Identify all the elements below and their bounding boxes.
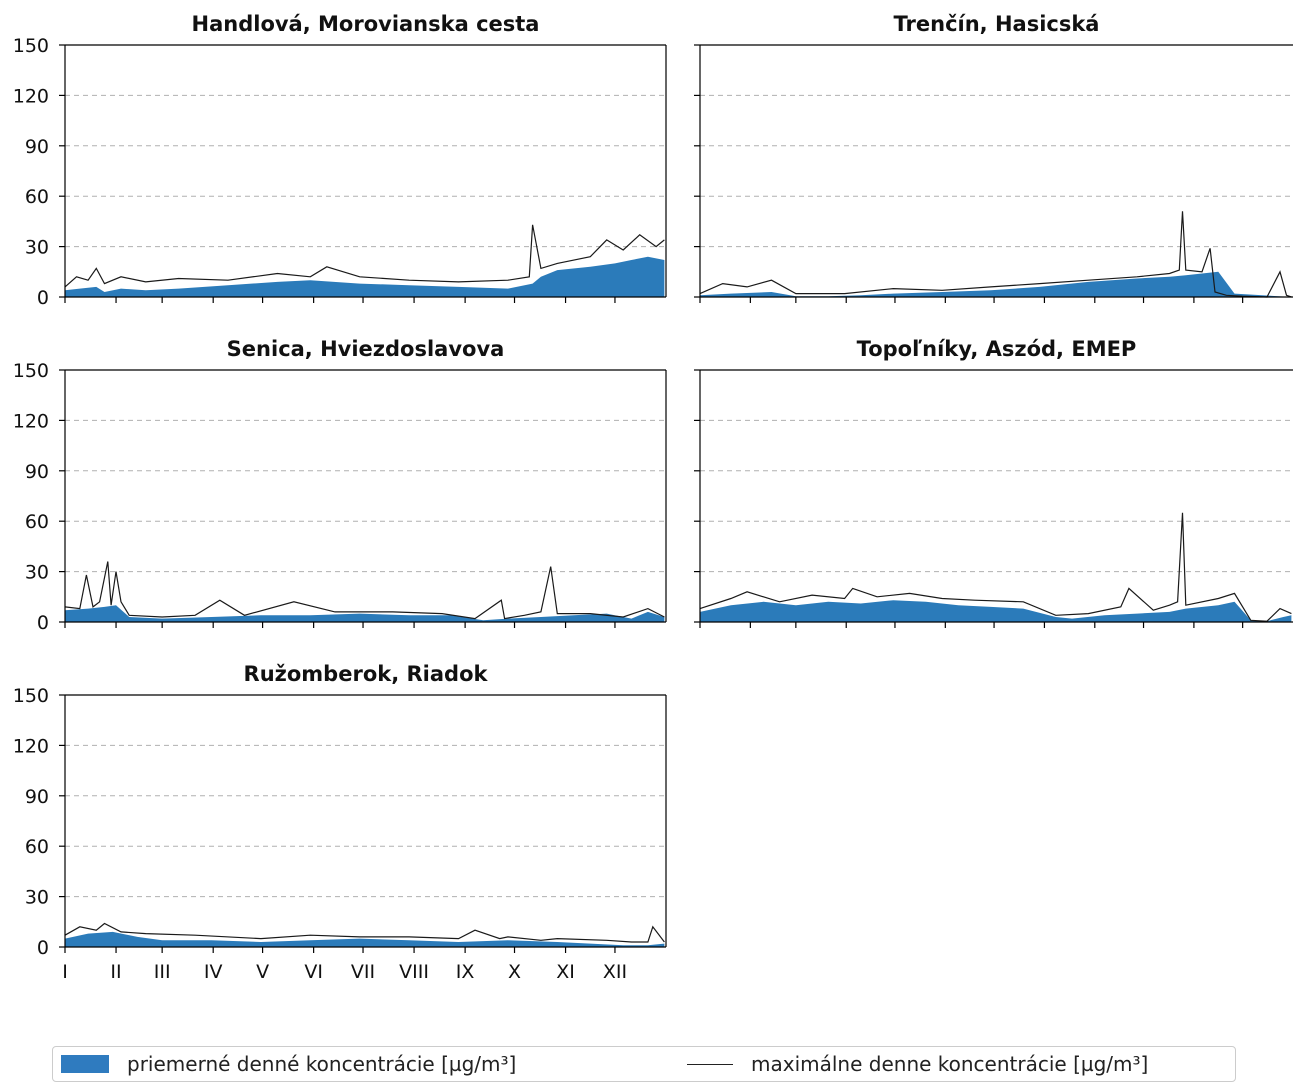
mean-area — [65, 256, 665, 297]
y-tick-label: 150 — [13, 360, 49, 382]
max-line — [699, 211, 1292, 298]
chart-panel: Handlová, Morovianska cesta 0 30 60 90 120 150 — [13, 12, 667, 309]
x-tick-label: I — [62, 961, 68, 983]
x-tick-label: X — [508, 961, 521, 983]
mean-area — [65, 931, 665, 947]
legend-item-mean: priemerné denné koncentrácie [µg/m³] — [61, 1052, 516, 1076]
x-tick-label: VII — [351, 961, 375, 983]
y-tick-label: 0 — [37, 287, 49, 309]
mean-area — [65, 605, 665, 622]
chart-title: Ružomberok, Riadok — [244, 662, 489, 686]
x-tick-label: XII — [603, 961, 627, 983]
chart-panel: Trenčín, Hasicská — [694, 12, 1293, 303]
x-tick-label: VIII — [399, 961, 429, 983]
y-tick-label: 60 — [25, 186, 49, 208]
chart-title: Topoľníky, Aszód, EMEP — [857, 337, 1137, 361]
x-tick-label: II — [110, 961, 121, 983]
y-tick-label: 30 — [25, 887, 49, 909]
legend-swatch-mean — [61, 1055, 109, 1073]
y-tick-label: 150 — [13, 685, 49, 707]
y-tick-label: 30 — [25, 237, 49, 259]
max-line — [64, 922, 665, 943]
y-tick-label: 120 — [13, 735, 49, 757]
mean-area — [700, 271, 1292, 297]
y-tick-label: 150 — [13, 35, 49, 57]
y-tick-label: 30 — [25, 562, 49, 584]
mean-area — [700, 600, 1292, 622]
y-tick-label: 60 — [25, 836, 49, 858]
y-tick-label: 90 — [25, 136, 49, 158]
legend-label-max: maximálne denne koncentrácie [µg/m³] — [751, 1052, 1149, 1076]
max-line — [64, 561, 665, 620]
max-line — [699, 512, 1292, 622]
charts-canvas: Handlová, Morovianska cesta 0 30 60 90 120 150… — [13, 12, 1293, 983]
y-tick-label: 90 — [25, 461, 49, 483]
x-tick-label: XI — [556, 961, 575, 983]
chart-panel: Senica, Hviezdoslavova 0 30 60 90 120 150 — [13, 337, 667, 634]
y-tick-label: 90 — [25, 786, 49, 808]
chart-title: Senica, Hviezdoslavova — [227, 337, 505, 361]
legend-swatch-max — [687, 1063, 733, 1065]
chart-title: Trenčín, Hasicská — [894, 12, 1100, 36]
x-tick-label: IX — [456, 961, 475, 983]
y-tick-label: 0 — [37, 612, 49, 634]
chart-panel: Topoľníky, Aszód, EMEP — [694, 337, 1293, 628]
chart-title: Handlová, Morovianska cesta — [192, 12, 540, 36]
y-tick-label: 0 — [37, 937, 49, 959]
x-tick-label: VI — [304, 961, 323, 983]
legend-item-max: maximálne denne koncentrácie [µg/m³] — [687, 1052, 1148, 1076]
y-tick-label: 120 — [13, 85, 49, 107]
legend: priemerné denné koncentrácie [µg/m³] max… — [52, 1046, 1236, 1082]
y-tick-label: 60 — [25, 511, 49, 533]
legend-label-mean: priemerné denné koncentrácie [µg/m³] — [127, 1052, 517, 1076]
x-tick-label: V — [256, 961, 269, 983]
x-tick-label: III — [154, 961, 171, 983]
y-tick-label: 120 — [13, 410, 49, 432]
x-tick-label: IV — [204, 961, 223, 983]
max-line — [64, 224, 665, 288]
